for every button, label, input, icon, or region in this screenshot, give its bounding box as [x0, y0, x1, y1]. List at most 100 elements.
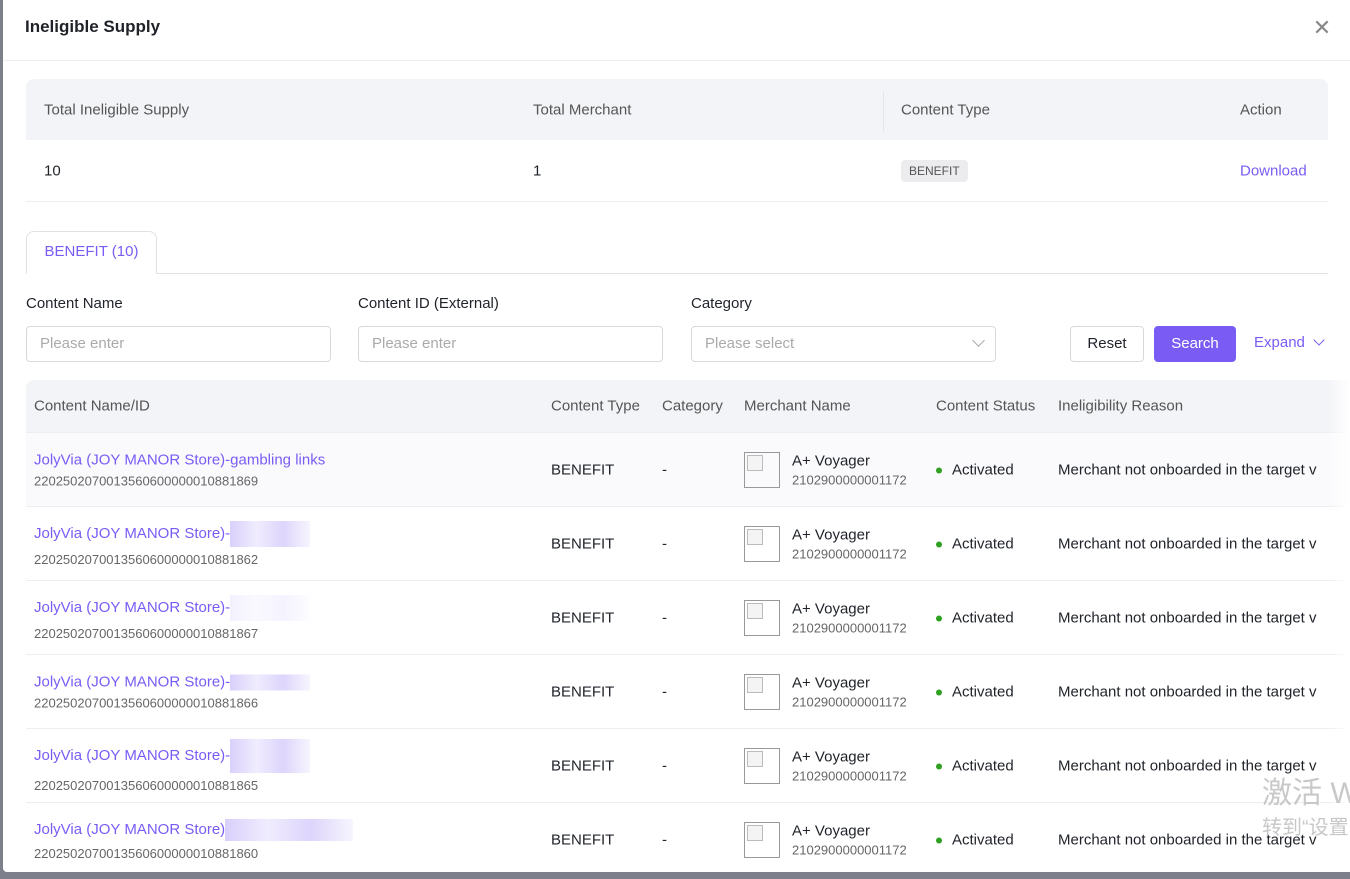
chevron-down-icon — [972, 334, 985, 347]
content-name: JolyVia (JOY MANOR Store)- — [34, 672, 231, 690]
ineligibility-reason: Merchant not onboarded in the target v — [1058, 609, 1317, 626]
content-name-link[interactable]: JolyVia (JOY MANOR Store)- — [34, 520, 311, 547]
content-name-input[interactable]: Please enter — [26, 326, 331, 362]
content-id-label: Content ID (External) — [358, 295, 499, 312]
content-status: Activated — [936, 609, 1014, 626]
merchant-cell: A+ Voyager 2102900000001172 — [744, 810, 934, 870]
content-id-input[interactable]: Please enter — [358, 326, 663, 362]
content-name-cell: JolyVia (JOY MANOR Store)- 22025020700135… — [34, 594, 311, 641]
content-name-link[interactable]: JolyVia (JOY MANOR Store) — [34, 818, 354, 841]
header-action: Action — [1240, 101, 1282, 118]
expand-button[interactable]: Expand — [1254, 334, 1325, 351]
content-type: BENEFIT — [551, 609, 615, 626]
merchant-id: 2102900000001172 — [792, 768, 907, 783]
content-id: 2202502070013560600000010881862 — [34, 551, 259, 567]
table-row: JolyVia (JOY MANOR Store)- 22025020700135… — [26, 728, 1350, 802]
status-dot-icon — [936, 541, 942, 548]
total-ineligible-supply: 10 — [44, 162, 61, 179]
status-label: Activated — [952, 757, 1014, 774]
merchant-id: 2102900000001172 — [792, 842, 907, 857]
table-row: JolyVia (JOY MANOR Store)- 22025020700135… — [26, 580, 1350, 654]
status-dot-icon — [936, 763, 942, 770]
content-id: 2202502070013560600000010881869 — [34, 473, 259, 488]
tab-benefit[interactable]: BENEFIT (10) — [26, 231, 157, 274]
chevron-down-icon — [1313, 334, 1325, 346]
status-dot-icon — [936, 467, 942, 474]
ineligibility-reason: Merchant not onboarded in the target v — [1058, 535, 1317, 552]
search-button[interactable]: Search — [1154, 326, 1236, 362]
category-placeholder: Please select — [705, 335, 795, 352]
category: - — [662, 609, 667, 626]
content-id: 2202502070013560600000010881866 — [34, 695, 259, 711]
category-select[interactable]: Please select — [691, 326, 996, 362]
table-header: Content Name/ID Content Type Category Me… — [26, 380, 1350, 432]
merchant-cell: A+ Voyager 2102900000001172 — [744, 662, 934, 722]
content-name-link[interactable]: JolyVia (JOY MANOR Store)- — [34, 738, 311, 773]
divider — [3, 60, 1350, 61]
content-table: Content Name/ID Content Type Category Me… — [26, 380, 1350, 872]
content-type: BENEFIT — [551, 535, 615, 552]
close-icon[interactable]: ✕ — [1312, 15, 1332, 40]
merchant-name: A+ Voyager — [792, 452, 870, 469]
content-id: 2202502070013560600000010881865 — [34, 777, 259, 793]
content-type: BENEFIT — [551, 683, 615, 700]
content-status: Activated — [936, 757, 1014, 774]
ineligible-supply-modal: Ineligible Supply ✕ Total Ineligible Sup… — [3, 0, 1350, 872]
category: - — [662, 535, 667, 552]
summary-table: Total Ineligible Supply Total Merchant C… — [26, 79, 1328, 202]
content-type: BENEFIT — [551, 757, 615, 774]
scroll-fade — [1328, 380, 1350, 872]
merchant-name: A+ Voyager — [792, 674, 870, 691]
content-name-cell: JolyVia (JOY MANOR Store)- 22025020700135… — [34, 672, 311, 711]
summary-header: Total Ineligible Supply Total Merchant C… — [26, 79, 1328, 140]
category: - — [662, 831, 667, 848]
content-id: 2202502070013560600000010881860 — [34, 845, 259, 861]
status-label: Activated — [952, 535, 1014, 552]
content-name: JolyVia (JOY MANOR Store)- — [34, 598, 231, 616]
status-dot-icon — [936, 615, 942, 622]
tab-bar: BENEFIT (10) — [26, 231, 1328, 274]
status-label: Activated — [952, 609, 1014, 626]
header-content-type: Content Type — [883, 91, 990, 131]
watermark-subtext: 转到“设置 — [1262, 817, 1349, 839]
watermark-text: 激活 W — [1262, 777, 1350, 810]
merchant-id: 2102900000001172 — [792, 694, 907, 709]
category: - — [662, 461, 667, 478]
content-name: JolyVia (JOY MANOR Store)- — [34, 524, 231, 542]
table-row: JolyVia (JOY MANOR Store) 220250207001356… — [26, 802, 1350, 872]
content-id: 2202502070013560600000010881867 — [34, 625, 259, 641]
ineligibility-reason: Merchant not onboarded in the target v — [1058, 461, 1317, 478]
content-status: Activated — [936, 461, 1014, 478]
content-name-label: Content Name — [26, 295, 123, 312]
expand-label: Expand — [1254, 334, 1305, 351]
content-name: JolyVia (JOY MANOR Store)- — [34, 746, 231, 764]
content-name-link[interactable]: JolyVia (JOY MANOR Store)-gambling links — [34, 451, 325, 468]
merchant-cell: A+ Voyager 2102900000001172 — [744, 440, 934, 500]
column-header: Content Status — [936, 397, 1036, 415]
merchant-image-icon — [744, 821, 780, 858]
download-link[interactable]: Download — [1240, 162, 1307, 179]
merchant-id: 2102900000001172 — [792, 620, 907, 635]
content-name-link[interactable]: JolyVia (JOY MANOR Store)- — [34, 672, 311, 691]
merchant-cell: A+ Voyager 2102900000001172 — [744, 514, 934, 574]
content-name-cell: JolyVia (JOY MANOR Store)-gambling links… — [34, 451, 325, 488]
table-row: JolyVia (JOY MANOR Store)-gambling links… — [26, 432, 1350, 506]
content-name-cell: JolyVia (JOY MANOR Store)- 22025020700135… — [34, 520, 311, 567]
category-label: Category — [691, 295, 752, 312]
merchant-image-icon — [744, 525, 780, 562]
merchant-image-icon — [744, 599, 780, 636]
content-type-badge: BENEFIT — [901, 159, 968, 182]
table-row: JolyVia (JOY MANOR Store)- 22025020700135… — [26, 506, 1350, 580]
header-total-merchant: Total Merchant — [533, 101, 632, 118]
merchant-image-icon — [744, 747, 780, 784]
modal-title: Ineligible Supply — [25, 17, 161, 36]
content-status: Activated — [936, 831, 1014, 848]
table-row: JolyVia (JOY MANOR Store)- 22025020700135… — [26, 654, 1350, 728]
summary-row: 10 1 BENEFIT Download — [26, 140, 1328, 202]
reset-button[interactable]: Reset — [1070, 326, 1144, 362]
column-header: Merchant Name — [744, 397, 851, 415]
content-name-link[interactable]: JolyVia (JOY MANOR Store)- — [34, 594, 311, 621]
content-status: Activated — [936, 535, 1014, 552]
merchant-id: 2102900000001172 — [792, 546, 907, 561]
merchant-image-icon — [744, 673, 780, 710]
